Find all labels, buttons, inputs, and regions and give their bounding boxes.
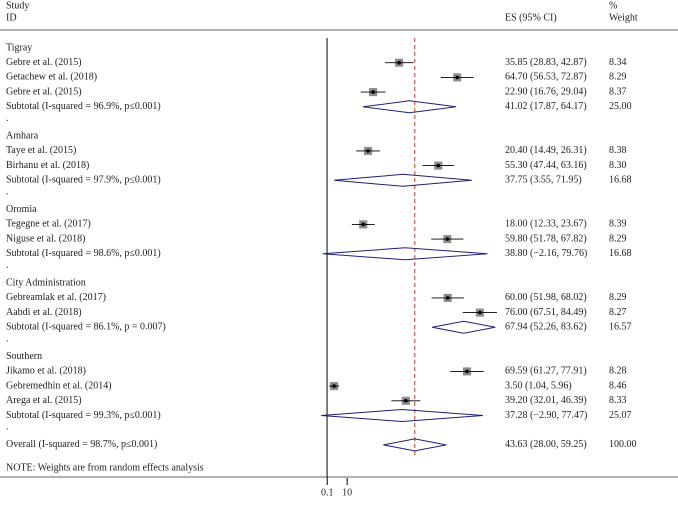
row-label: Birhanu et al. (2018) <box>6 160 89 171</box>
separator: . <box>6 260 9 271</box>
subtotal-diamond <box>362 100 457 114</box>
header-study: Study <box>6 0 29 11</box>
weight-label: 8.29 <box>609 233 627 244</box>
point-estimate <box>361 222 366 227</box>
es-ci-label: 37.75 (3.55, 71.95) <box>505 175 582 186</box>
row-label: Niguse et al. (2018) <box>6 233 85 244</box>
group-name: Oromia <box>6 204 37 215</box>
x-tick-label: 10 <box>342 487 352 498</box>
es-ci-label: 59.80 (51.78, 67.82) <box>505 233 587 244</box>
weight-label: 16.57 <box>609 322 632 333</box>
weight-label: 25.07 <box>609 410 632 421</box>
row-label: Subtotal (I-squared = 96.9%, p≤0.001) <box>6 101 161 112</box>
point-estimate <box>404 399 408 403</box>
row-label: Subtotal (I-squared = 97.9%, p≤0.001) <box>6 175 161 186</box>
group-name: City Administration <box>6 277 86 288</box>
es-ci-label: 64.70 (56.53, 72.87) <box>505 72 587 83</box>
row-label: Subtotal (I-squared = 99.3%, p≤0.001) <box>6 410 161 421</box>
es-ci-label: 43.63 (28.00, 59.25) <box>505 439 587 450</box>
es-ci-label: 67.94 (52.26, 83.62) <box>505 322 587 333</box>
weight-label: 8.27 <box>609 307 627 318</box>
point-estimate <box>445 296 450 300</box>
point-estimate <box>455 75 459 80</box>
weight-label: 8.38 <box>609 145 627 156</box>
separator: . <box>6 333 9 344</box>
weight-label: 8.30 <box>609 160 627 171</box>
point-estimate <box>366 149 370 153</box>
row-label: Taye et al. (2015) <box>6 145 76 156</box>
point-estimate <box>371 90 375 94</box>
group-name: Southern <box>6 351 42 362</box>
weight-label: 16.68 <box>609 248 632 259</box>
note: NOTE: Weights are from random effects an… <box>6 462 204 473</box>
row-label: Gebre et al. (2015) <box>6 57 82 68</box>
row-label: Getachew et al. (2018) <box>6 72 97 83</box>
weight-label: 8.46 <box>609 380 627 391</box>
overall-diamond <box>383 438 447 452</box>
row-label: Jikamo et al. (2018) <box>6 366 86 377</box>
weight-label: 100.00 <box>609 439 637 450</box>
weight-label: 8.34 <box>609 57 627 68</box>
es-ci-label: 60.00 (51.98, 68.02) <box>505 292 587 303</box>
point-estimate <box>465 369 469 374</box>
row-label: Arega et al. (2015) <box>6 395 82 406</box>
row-label: Subtotal (I-squared = 86.1%, p = 0.007) <box>6 322 166 333</box>
point-estimate <box>445 237 450 241</box>
header-weight: Weight <box>609 12 638 23</box>
es-ci-label: 35.85 (28.83, 42.87) <box>505 57 587 68</box>
subtotal-diamond <box>334 173 472 187</box>
weight-label: 8.29 <box>609 292 627 303</box>
weight-label: 16.68 <box>609 175 632 186</box>
es-ci-label: 38.80 (−2.16, 79.76) <box>505 248 587 259</box>
group-name: Amhara <box>6 130 39 141</box>
header-pct: % <box>609 0 617 11</box>
row-label: Overall (I-squared = 98.7%, p≤0.001) <box>6 439 157 450</box>
es-ci-label: 55.30 (47.44, 63.16) <box>505 160 587 171</box>
row-label: Aabdi et al. (2018) <box>6 307 82 318</box>
weight-label: 8.33 <box>609 395 627 406</box>
weight-label: 8.28 <box>609 366 627 377</box>
es-ci-label: 3.50 (1.04, 5.96) <box>505 380 572 391</box>
es-ci-label: 41.02 (17.87, 64.17) <box>505 101 587 112</box>
weight-label: 25.00 <box>609 101 632 112</box>
separator: . <box>6 113 9 124</box>
separator: . <box>6 421 9 432</box>
subtotal-diamond <box>322 247 488 261</box>
subtotal-diamond <box>321 408 483 423</box>
row-label: Subtotal (I-squared = 98.6%, p≤0.001) <box>6 248 161 259</box>
separator: . <box>6 186 9 197</box>
row-label: Tegegne et al. (2017) <box>6 219 91 230</box>
header-id: ID <box>6 12 17 23</box>
subtotal-diamond <box>432 320 496 334</box>
point-estimate <box>436 163 441 168</box>
point-estimate <box>397 60 401 65</box>
point-estimate <box>332 384 336 388</box>
es-ci-label: 18.00 (12.33, 23.67) <box>505 219 587 230</box>
row-label: Gebre et al. (2015) <box>6 86 82 97</box>
group-name: Tigray <box>6 42 32 53</box>
weight-label: 8.37 <box>609 86 627 97</box>
weight-label: 8.29 <box>609 72 627 83</box>
point-estimate <box>478 310 482 315</box>
x-tick-label: 0.1 <box>321 487 334 498</box>
weight-label: 8.39 <box>609 219 627 230</box>
row-label: Gebreamlak et al. (2017) <box>6 292 106 303</box>
es-ci-label: 69.59 (61.27, 77.91) <box>505 366 587 377</box>
row-label: Gebremedhin et al. (2014) <box>6 380 112 391</box>
header-es: ES (95% CI) <box>505 12 557 23</box>
es-ci-label: 39.20 (32.01, 46.39) <box>505 395 587 406</box>
es-ci-label: 22.90 (16.76, 29.04) <box>505 86 587 97</box>
es-ci-label: 20.40 (14.49, 26.31) <box>505 145 587 156</box>
es-ci-label: 76.00 (67.51, 84.49) <box>505 307 587 318</box>
es-ci-label: 37.28 (−2.90, 77.47) <box>505 410 587 421</box>
